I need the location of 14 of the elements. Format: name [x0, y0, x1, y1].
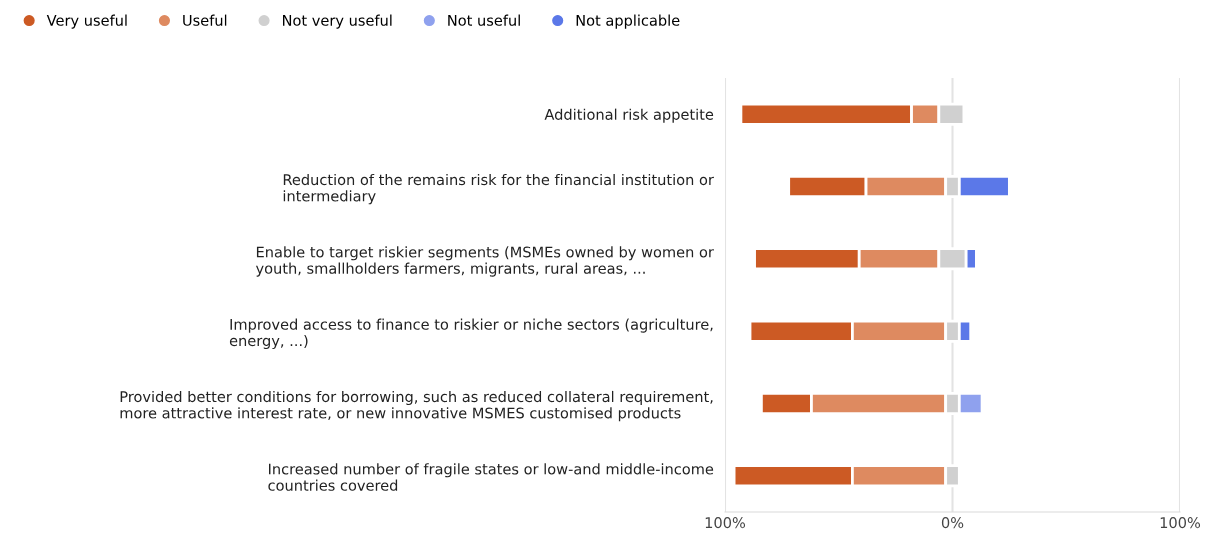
legend-label: Not useful [448, 14, 520, 26]
y-tick-label: Increased number of fragile states or low-and middle-income countries covered [268, 463, 714, 491]
legend-label: Not applicable [576, 14, 680, 29]
x-tick-label: 100% [705, 517, 746, 529]
legend-label: Very useful [46, 14, 127, 29]
y-tick-label: Enable to target riskier segments (MSMEs owned by women or youth, smallholders farmers, migrants, rural areas, ... [255, 246, 714, 277]
y-tick-label: Improved access to finance to riskier or niche sectors (agriculture, energy, ...) [229, 318, 713, 350]
y-tick-label: Reduction of the remains risk for the financial institution or intermediary [283, 173, 714, 205]
y-tick-label: Provided better conditions for borrowing, such as reduced collateral requirement, more attractive interest rate, or new innovative MSMES customised products [120, 390, 713, 422]
x-tick-label: 100% [1160, 517, 1201, 529]
x-tick-label: 0% [941, 517, 964, 529]
legend-label: Useful [183, 14, 227, 26]
y-tick-label: Additional risk appetite [544, 108, 714, 123]
legend-label: Not very useful [283, 14, 392, 29]
